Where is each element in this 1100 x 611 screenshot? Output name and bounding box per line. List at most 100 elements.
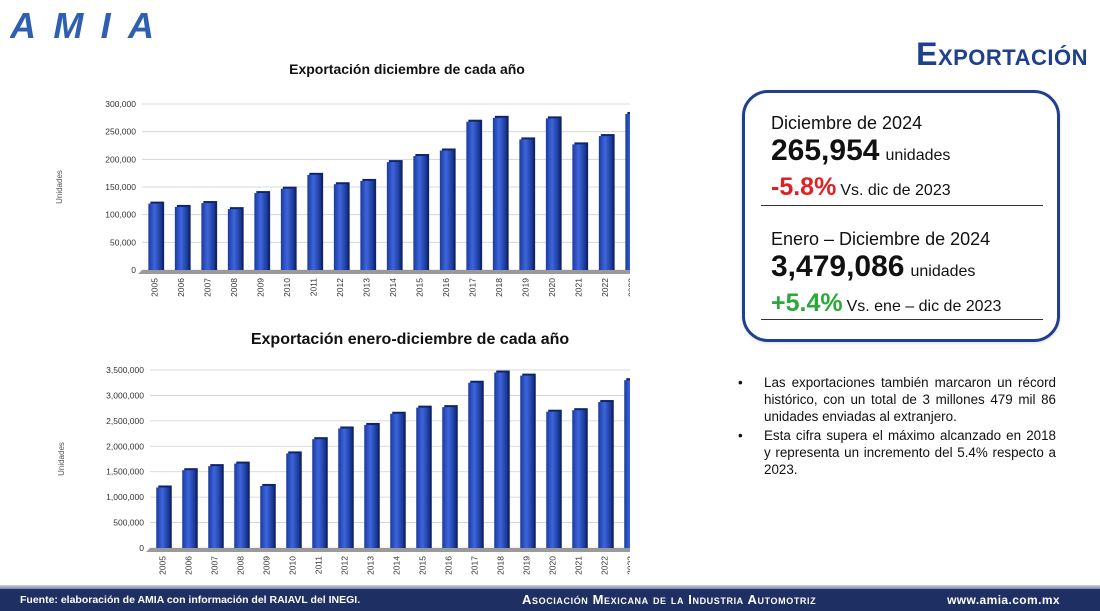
bar bbox=[312, 439, 326, 548]
chart-title: Exportación enero-diciembre de cada año bbox=[251, 331, 570, 348]
x-tick-label: 2014 bbox=[391, 556, 401, 575]
x-tick-label: 2005 bbox=[150, 278, 160, 297]
december-exports-svg: Exportación diciembre de cada año Unidade… bbox=[55, 61, 631, 297]
x-tick-label: 2008 bbox=[229, 278, 239, 297]
bar bbox=[338, 428, 352, 548]
x-tick-label: 2013 bbox=[365, 556, 375, 575]
bar bbox=[442, 407, 456, 548]
x-tick-label: 2018 bbox=[494, 278, 504, 297]
year-summary-change: +5.4% bbox=[771, 289, 843, 317]
year-summary: Enero – Diciembre de 2024 3,479,086 unida… bbox=[771, 229, 1051, 318]
year-summary-change-row: +5.4% Vs. ene – dic de 2023 bbox=[771, 289, 1051, 318]
bar bbox=[174, 206, 189, 270]
bar bbox=[572, 144, 587, 270]
x-tick-label: 2018 bbox=[495, 556, 505, 575]
annual-exports-svg: Exportación enero-diciembre de cada año U… bbox=[57, 331, 630, 575]
x-tick-label: 2023 bbox=[627, 278, 631, 297]
x-tick-label: 2017 bbox=[469, 556, 479, 575]
x-tick-label: 2007 bbox=[203, 278, 213, 297]
x-tick-label: 2020 bbox=[547, 278, 557, 297]
x-tick-label: 2019 bbox=[521, 278, 531, 297]
bar bbox=[519, 139, 534, 270]
summary-divider-2 bbox=[761, 319, 1043, 320]
y-tick-label: 3,500,000 bbox=[106, 365, 144, 375]
bar bbox=[413, 156, 428, 270]
x-tick-label: 2016 bbox=[441, 278, 451, 297]
x-tick-label: 2016 bbox=[443, 556, 453, 575]
notes-list: Las exportaciones también marcaron un ré… bbox=[738, 374, 1056, 480]
bar bbox=[416, 407, 430, 548]
bar bbox=[492, 117, 507, 270]
y-tick-label: 0 bbox=[131, 265, 136, 275]
december-summary-comparison: Vs. dic de 2023 bbox=[840, 182, 951, 199]
x-tick-label: 2007 bbox=[209, 556, 219, 575]
x-tick-label: 2012 bbox=[335, 278, 345, 297]
y-axis-label: Unidades bbox=[57, 442, 66, 476]
bar bbox=[624, 380, 630, 548]
year-summary-value-row: 3,479,086 unidades bbox=[771, 250, 1051, 289]
x-tick-label: 2021 bbox=[573, 556, 583, 575]
bar bbox=[148, 203, 163, 270]
x-tick-label: 2015 bbox=[417, 556, 427, 575]
y-tick-label: 2,500,000 bbox=[106, 416, 144, 426]
bar bbox=[208, 466, 222, 548]
amia-logo: AMIA bbox=[10, 8, 154, 44]
bar bbox=[520, 375, 534, 548]
year-summary-comparison: Vs. ene – dic de 2023 bbox=[846, 298, 1002, 315]
december-summary-label: Diciembre de 2024 bbox=[771, 113, 923, 133]
y-tick-label: 0 bbox=[139, 543, 144, 553]
y-tick-label: 500,000 bbox=[113, 518, 144, 528]
x-tick-label: 2010 bbox=[282, 278, 292, 297]
note-item: Esta cifra supera el máximo alcanzado en… bbox=[738, 427, 1056, 478]
annual-exports-chart: Exportación enero-diciembre de cada año U… bbox=[50, 326, 630, 582]
page-title: Exportación bbox=[916, 36, 1088, 73]
summary-divider-1 bbox=[761, 205, 1043, 206]
bar bbox=[156, 487, 170, 548]
x-tick-label: 2005 bbox=[157, 556, 167, 575]
x-tick-label: 2011 bbox=[313, 556, 323, 575]
note-item: Las exportaciones también marcaron un ré… bbox=[738, 374, 1056, 425]
bar bbox=[254, 193, 269, 270]
december-summary-change: -5.8% bbox=[771, 173, 837, 201]
y-tick-label: 50,000 bbox=[110, 237, 136, 247]
december-summary-value: 265,954 bbox=[771, 134, 880, 167]
y-axis-label: Unidades bbox=[55, 170, 64, 204]
x-tick-label: 2006 bbox=[183, 556, 193, 575]
summary-box: Diciembre de 2024 265,954 unidades -5.8% V… bbox=[742, 90, 1060, 342]
bar bbox=[280, 188, 295, 270]
page-title-text: Exportación bbox=[916, 36, 1088, 72]
footer-accent bbox=[0, 585, 1100, 589]
x-tick-label: 2011 bbox=[309, 278, 319, 297]
bar bbox=[468, 382, 482, 548]
x-tick-label: 2014 bbox=[388, 278, 398, 297]
x-tick-label: 2006 bbox=[176, 278, 186, 297]
bar bbox=[625, 113, 630, 271]
bar bbox=[364, 424, 378, 548]
chart-floor bbox=[138, 270, 630, 274]
bar bbox=[286, 453, 300, 548]
website-link[interactable]: www.amia.com.mx bbox=[947, 593, 1060, 607]
december-summary-unit: unidades bbox=[885, 147, 951, 164]
bar bbox=[182, 470, 196, 548]
x-tick-label: 2009 bbox=[256, 278, 266, 297]
bar bbox=[545, 118, 560, 271]
y-tick-label: 300,000 bbox=[105, 99, 136, 109]
x-tick-label: 2021 bbox=[574, 278, 584, 297]
december-summary-change-row: -5.8% Vs. dic de 2023 bbox=[771, 173, 1051, 202]
y-tick-label: 250,000 bbox=[105, 127, 136, 137]
year-summary-unit: unidades bbox=[910, 263, 976, 280]
bar bbox=[598, 136, 613, 270]
bar bbox=[546, 411, 560, 548]
december-summary: Diciembre de 2024 265,954 unidades -5.8% V… bbox=[771, 113, 1051, 202]
bar bbox=[333, 184, 348, 270]
y-tick-label: 150,000 bbox=[105, 182, 136, 192]
bar bbox=[598, 402, 612, 548]
bar bbox=[466, 121, 481, 270]
bar bbox=[494, 372, 508, 548]
source-note: Fuente: elaboración de AMIA con informac… bbox=[20, 594, 361, 606]
x-tick-label: 2012 bbox=[339, 556, 349, 575]
x-tick-label: 2009 bbox=[261, 556, 271, 575]
x-tick-label: 2019 bbox=[521, 556, 531, 575]
y-tick-label: 200,000 bbox=[105, 154, 136, 164]
bar bbox=[439, 150, 454, 270]
